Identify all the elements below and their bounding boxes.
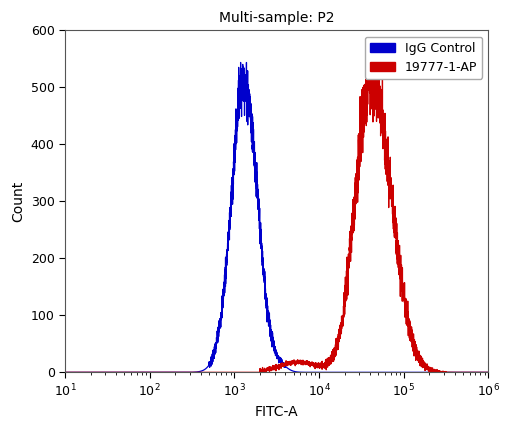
19777-1-AP <box>443 370 449 375</box>
IgG Control <box>224 263 230 268</box>
19777-1-AP <box>224 370 230 375</box>
Legend: IgG Control, 19777-1-AP: IgG Control, 19777-1-AP <box>365 37 482 79</box>
19777-1-AP <box>316 362 322 368</box>
IgG Control <box>238 60 244 65</box>
19777-1-AP <box>62 370 68 375</box>
IgG Control <box>485 370 492 375</box>
19777-1-AP <box>337 336 343 341</box>
IgG Control <box>378 370 384 375</box>
19777-1-AP <box>485 370 492 375</box>
19777-1-AP <box>139 370 145 375</box>
19777-1-AP <box>368 46 375 51</box>
Title: Multi-sample: P2: Multi-sample: P2 <box>219 11 335 25</box>
Line: 19777-1-AP: 19777-1-AP <box>65 48 489 372</box>
IgG Control <box>316 370 322 375</box>
Y-axis label: Count: Count <box>11 181 25 222</box>
IgG Control <box>337 370 343 375</box>
Line: IgG Control: IgG Control <box>65 62 489 372</box>
X-axis label: FITC-A: FITC-A <box>255 405 298 419</box>
IgG Control <box>139 370 145 375</box>
IgG Control <box>62 370 68 375</box>
19777-1-AP <box>378 100 384 105</box>
IgG Control <box>410 370 416 375</box>
19777-1-AP <box>410 335 416 340</box>
